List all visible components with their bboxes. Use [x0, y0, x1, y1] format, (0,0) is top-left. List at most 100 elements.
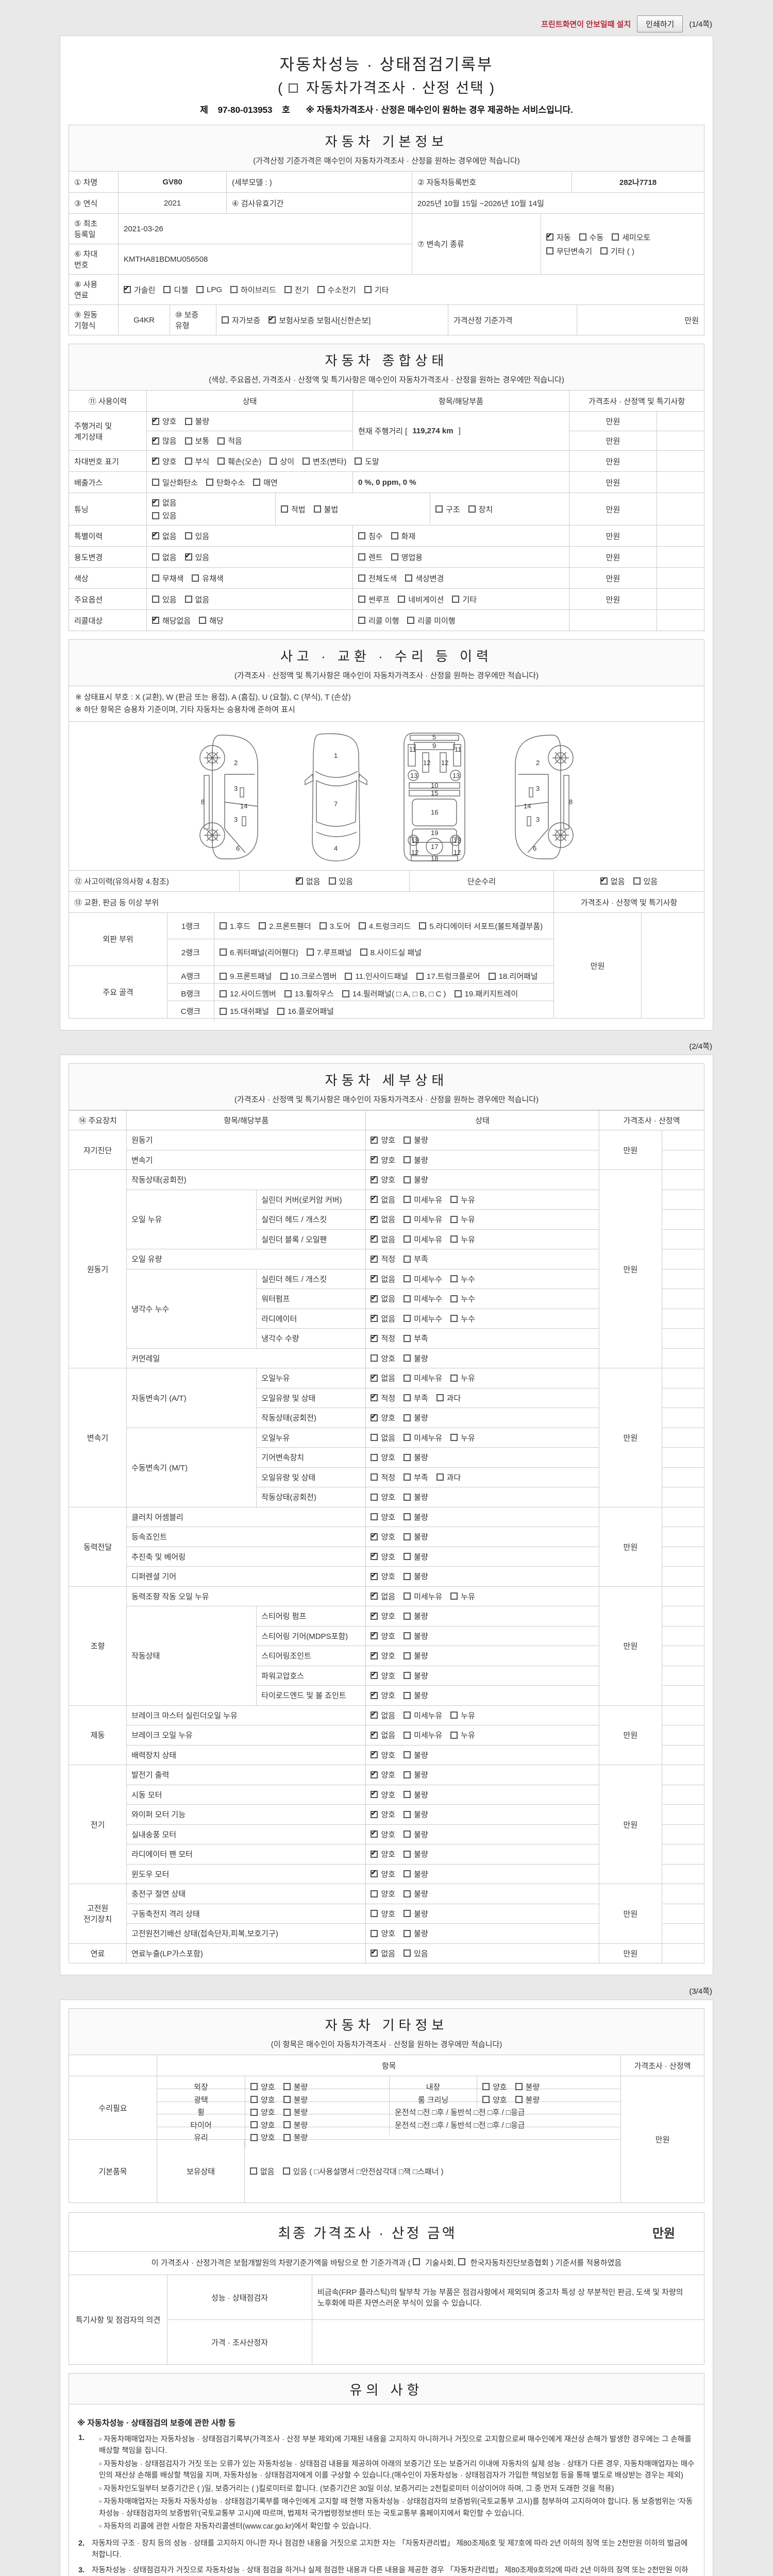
checkbox-option[interactable]: 양호	[371, 1630, 395, 1641]
unchecked-checkbox-icon[interactable]	[398, 596, 406, 603]
unchecked-checkbox-icon[interactable]	[303, 457, 310, 465]
unchecked-checkbox-icon[interactable]	[404, 1771, 411, 1778]
checkbox-option[interactable]: 전기	[284, 284, 309, 295]
checkbox-option[interactable]: 불량	[404, 1650, 428, 1661]
checkbox-option[interactable]: 불량	[404, 1849, 428, 1859]
unchecked-checkbox-icon[interactable]	[404, 1354, 411, 1362]
unchecked-checkbox-icon[interactable]	[283, 2096, 291, 2103]
checked-checkbox-icon[interactable]	[371, 1273, 378, 1282]
checked-checkbox-icon[interactable]	[371, 1947, 378, 1957]
unchecked-checkbox-icon[interactable]	[270, 457, 277, 465]
checked-checkbox-icon[interactable]	[371, 1868, 378, 1877]
checked-checkbox-icon[interactable]	[371, 1214, 378, 1223]
checkbox-option[interactable]: 누수	[450, 1293, 475, 1304]
checkbox-option[interactable]: 부족	[404, 1472, 428, 1483]
checkbox-option[interactable]: 불량	[404, 1690, 428, 1701]
unchecked-checkbox-icon[interactable]	[220, 972, 227, 980]
checked-checkbox-icon[interactable]	[371, 1828, 378, 1838]
checkbox-option[interactable]: 부식	[184, 456, 209, 467]
unchecked-checkbox-icon[interactable]	[360, 948, 367, 956]
unchecked-checkbox-icon[interactable]	[407, 617, 415, 624]
checkbox-option[interactable]: 없음	[371, 1233, 395, 1245]
unchecked-checkbox-icon[interactable]	[404, 1612, 411, 1620]
checkbox-option[interactable]: 없음	[152, 530, 177, 541]
checkbox-option[interactable]: 2.프론트휀더	[259, 921, 311, 931]
checkbox-option[interactable]: 해당없음	[152, 615, 191, 626]
unchecked-checkbox-icon[interactable]	[391, 553, 398, 561]
unchecked-checkbox-icon[interactable]	[404, 1652, 411, 1659]
unchecked-checkbox-icon[interactable]	[404, 1572, 411, 1580]
checked-checkbox-icon[interactable]	[371, 1194, 378, 1203]
unchecked-checkbox-icon[interactable]	[404, 1711, 411, 1719]
checkbox-option[interactable]: 자동	[546, 231, 571, 243]
checkbox-option[interactable]: 9.프론트패널	[220, 971, 272, 981]
checkbox-option[interactable]: 양호	[482, 2081, 507, 2092]
unchecked-checkbox-icon[interactable]	[404, 1215, 411, 1223]
checkbox-option[interactable]: 불량	[404, 1888, 428, 1899]
checkbox-option[interactable]: 부족	[404, 1333, 428, 1344]
unchecked-checkbox-icon[interactable]	[458, 2258, 465, 2265]
checked-checkbox-icon[interactable]	[152, 416, 159, 425]
checkbox-option[interactable]: 불량	[283, 2132, 308, 2143]
checkbox-option[interactable]: 양호	[371, 1690, 395, 1701]
checkbox-option[interactable]: 영업용	[391, 552, 423, 563]
unchecked-checkbox-icon[interactable]	[163, 286, 171, 293]
checkbox-option[interactable]: 디젤	[163, 284, 188, 295]
checked-checkbox-icon[interactable]	[371, 1372, 378, 1382]
checkbox-option[interactable]: 있음	[633, 876, 658, 887]
checkbox-option[interactable]: 5.라디에이터 서포트(볼트체결부품)	[419, 921, 543, 931]
unchecked-checkbox-icon[interactable]	[391, 532, 398, 539]
checkbox-option[interactable]: 일산화탄소	[152, 477, 198, 488]
checkbox-option[interactable]: 양호	[371, 1809, 395, 1820]
checkbox-option[interactable]: 누유	[450, 1372, 475, 1383]
unchecked-checkbox-icon[interactable]	[152, 512, 159, 519]
checkbox-option[interactable]: 적음	[217, 435, 242, 446]
checked-checkbox-icon[interactable]	[124, 284, 131, 293]
checkbox-option[interactable]: 14.필러패널( □ A, □ B, □ C )	[342, 988, 446, 999]
checked-checkbox-icon[interactable]	[184, 551, 192, 561]
checkbox-option[interactable]: 17.트렁크플로어	[416, 971, 480, 981]
checkbox-option[interactable]: 13.휠하우스	[284, 988, 334, 999]
unchecked-checkbox-icon[interactable]	[184, 417, 192, 425]
checkbox-option[interactable]: 누유	[450, 1234, 475, 1245]
checkbox-option[interactable]: 양호	[371, 1928, 395, 1939]
checkbox-option[interactable]: 리콜 이행	[358, 615, 399, 626]
unchecked-checkbox-icon[interactable]	[206, 479, 214, 486]
checkbox-option[interactable]: 19.패키지트레이	[454, 988, 518, 999]
checkbox-option[interactable]: 양호	[371, 1492, 395, 1502]
checkbox-option[interactable]: 불량	[404, 1829, 428, 1840]
checkbox-option[interactable]: 있음	[328, 876, 353, 887]
checkbox-option[interactable]: 16.플로어패널	[277, 1006, 334, 1016]
checkbox-option[interactable]: 양호	[371, 1571, 395, 1582]
unchecked-checkbox-icon[interactable]	[220, 922, 227, 930]
unchecked-checkbox-icon[interactable]	[404, 1533, 411, 1540]
checked-checkbox-icon[interactable]	[371, 1789, 378, 1798]
checkbox-option[interactable]: 양호	[371, 1174, 395, 1185]
checkbox-option[interactable]: LPG	[196, 285, 222, 294]
checkbox-option[interactable]: 보통	[184, 435, 209, 446]
checkbox-option[interactable]: 도말	[355, 456, 379, 467]
checkbox-option[interactable]: 화재	[391, 531, 415, 541]
unchecked-checkbox-icon[interactable]	[412, 2258, 420, 2265]
checkbox-option[interactable]: 양호	[371, 1670, 395, 1681]
checkbox-option[interactable]: 네비게이션	[398, 594, 444, 605]
checkbox-option[interactable]: 양호	[482, 2094, 507, 2105]
checked-checkbox-icon[interactable]	[152, 530, 159, 539]
unchecked-checkbox-icon[interactable]	[371, 1910, 378, 1917]
checkbox-option[interactable]: 불량	[404, 1769, 428, 1780]
unchecked-checkbox-icon[interactable]	[404, 1156, 411, 1163]
checkbox-option[interactable]: 18.리어패널	[488, 971, 538, 981]
unchecked-checkbox-icon[interactable]	[358, 574, 365, 582]
unchecked-checkbox-icon[interactable]	[488, 972, 496, 980]
checked-checkbox-icon[interactable]	[371, 1611, 378, 1620]
unchecked-checkbox-icon[interactable]	[515, 2096, 523, 2103]
unchecked-checkbox-icon[interactable]	[404, 1176, 411, 1183]
checkbox-option[interactable]: 무단변속기	[546, 246, 592, 257]
unchecked-checkbox-icon[interactable]	[404, 1493, 411, 1501]
unchecked-checkbox-icon[interactable]	[436, 1473, 444, 1481]
checkbox-option[interactable]: 7.루프패널	[306, 947, 352, 958]
unchecked-checkbox-icon[interactable]	[355, 457, 362, 465]
checkbox-option[interactable]: 미세누유	[404, 1432, 442, 1443]
unchecked-checkbox-icon[interactable]	[404, 1672, 411, 1679]
unchecked-checkbox-icon[interactable]	[283, 2121, 291, 2128]
